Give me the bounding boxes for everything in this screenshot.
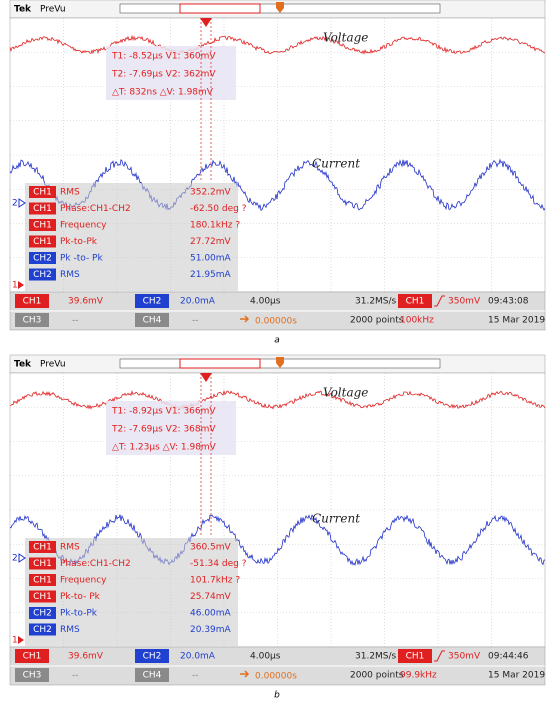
channel-marker: 2 bbox=[12, 554, 18, 564]
measure-name: RMS bbox=[60, 188, 80, 198]
status-record-length: 2000 points bbox=[350, 671, 404, 681]
measure-value: 46.00mA bbox=[190, 609, 232, 619]
status-record-length: 2000 points bbox=[350, 316, 404, 326]
waveform-label: Current bbox=[312, 157, 360, 171]
waveform-label: Current bbox=[312, 512, 360, 526]
caption: a bbox=[274, 336, 280, 346]
measure-name: RMS bbox=[60, 625, 80, 635]
measure-value: 352.2mV bbox=[190, 188, 232, 198]
status-trigger-frequency: 99.9kHz bbox=[400, 671, 437, 681]
channel-badge-label: CH1 bbox=[406, 652, 425, 662]
channel-badge-label: CH4 bbox=[143, 316, 162, 326]
cursor-readout: T2: -7.69µs V2: 362mV bbox=[111, 70, 216, 80]
measure-name: Phase:CH1-CH2 bbox=[60, 559, 131, 569]
channel-badge-label: CH3 bbox=[23, 671, 42, 681]
status-trigger-level: 350mV bbox=[448, 297, 481, 307]
caption: b bbox=[274, 691, 280, 701]
channel-badge-label: CH1 bbox=[33, 576, 52, 586]
measure-name: RMS bbox=[60, 270, 80, 280]
status-timebase: 4.00µs bbox=[250, 297, 281, 307]
mode: PreVu bbox=[40, 5, 66, 15]
status-position: 0.00000s bbox=[255, 317, 297, 327]
channel-marker: 1 bbox=[12, 636, 18, 646]
mode: PreVu bbox=[40, 360, 66, 370]
measure-value: 51.00mA bbox=[190, 254, 232, 264]
measure-value: 27.72mV bbox=[190, 237, 232, 247]
channel-badge-label: CH1 bbox=[406, 297, 425, 307]
status-trigger-level: 350mV bbox=[448, 652, 481, 662]
status-ch4-scale: -- bbox=[192, 316, 199, 326]
status-ch1-scale: 39.6mV bbox=[68, 652, 104, 662]
measure-value: -51.34 deg ? bbox=[190, 559, 247, 569]
status-ch3-scale: -- bbox=[72, 671, 79, 681]
channel-badge-label: CH1 bbox=[33, 204, 52, 214]
scope-panel: Tek PreVu Voltage Current T1: -8.92µs V1: 36… bbox=[10, 355, 545, 701]
cursor-readout: △T: 832ns △V: 1.98mV bbox=[112, 88, 214, 98]
channel-badge-label: CH2 bbox=[33, 254, 52, 264]
channel-badge-label: CH3 bbox=[23, 316, 42, 326]
status-trigger-frequency: 100kHz bbox=[400, 316, 434, 326]
measure-value: 20.39mA bbox=[190, 625, 232, 635]
status-ch2-scale: 20.0mA bbox=[180, 652, 216, 662]
channel-badge-label: CH2 bbox=[33, 625, 52, 635]
channel-badge-label: CH1 bbox=[33, 543, 52, 553]
status-sample-rate: 31.2MS/s bbox=[355, 297, 397, 307]
status-ch1-scale: 39.6mV bbox=[68, 297, 104, 307]
status-time: 09:43:08 bbox=[488, 297, 529, 307]
channel-badge-label: CH4 bbox=[143, 671, 162, 681]
measure-value: 25.74mV bbox=[190, 592, 232, 602]
cursor-readout: T1: -8.92µs V1: 366mV bbox=[111, 407, 216, 417]
waveform-label: Voltage bbox=[323, 31, 368, 45]
status-sample-rate: 31.2MS/s bbox=[355, 652, 397, 662]
measure-value: 101.7kHz ? bbox=[190, 576, 240, 586]
brand: Tek bbox=[14, 360, 32, 370]
measure-value: 180.1kHz ? bbox=[190, 221, 240, 231]
channel-badge-label: CH1 bbox=[23, 297, 42, 307]
channel-badge-label: CH1 bbox=[33, 221, 52, 231]
channel-badge-label: CH2 bbox=[33, 270, 52, 280]
status-ch3-scale: -- bbox=[72, 316, 79, 326]
channel-badge-label: CH1 bbox=[33, 188, 52, 198]
channel-badge-label: CH1 bbox=[33, 237, 52, 247]
waveform-label: Voltage bbox=[323, 386, 368, 400]
measure-name: Phase:CH1-CH2 bbox=[60, 204, 131, 214]
status-ch4-scale: -- bbox=[192, 671, 199, 681]
scope-panel: Tek PreVu Voltage Current T1: -8.52µs V1: 36… bbox=[10, 0, 545, 346]
status-ch2-scale: 20.0mA bbox=[180, 297, 216, 307]
cursor-readout: T2: -7.69µs V2: 368mV bbox=[111, 425, 216, 435]
channel-badge-label: CH1 bbox=[23, 652, 42, 662]
measure-name: Pk-to-Pk bbox=[60, 237, 98, 247]
status-date: 15 Mar 2019 bbox=[488, 671, 545, 681]
brand: Tek bbox=[14, 5, 32, 15]
measure-name: Pk-to- Pk bbox=[60, 592, 101, 602]
cursor-readout: △T: 1.23µs △V: 1.98mV bbox=[112, 443, 217, 453]
channel-badge-label: CH1 bbox=[33, 559, 52, 569]
status-timebase: 4.00µs bbox=[250, 652, 281, 662]
channel-badge-label: CH2 bbox=[143, 297, 162, 307]
status-time: 09:44:46 bbox=[488, 652, 529, 662]
channel-badge-label: CH2 bbox=[33, 609, 52, 619]
channel-marker: 1 bbox=[12, 281, 18, 291]
figure: Tek PreVu Voltage Current T1: -8.52µs V1: 36… bbox=[0, 0, 555, 711]
status-date: 15 Mar 2019 bbox=[488, 316, 545, 326]
status-position: 0.00000s bbox=[255, 672, 297, 682]
measure-value: -62.50 deg ? bbox=[190, 204, 247, 214]
measure-value: 21.95mA bbox=[190, 270, 232, 280]
measure-name: RMS bbox=[60, 543, 80, 553]
channel-badge-label: CH2 bbox=[143, 652, 162, 662]
channel-marker: 2 bbox=[12, 199, 18, 209]
measure-name: Frequency bbox=[60, 221, 107, 231]
measure-name: Pk -to- Pk bbox=[60, 254, 103, 264]
channel-badge-label: CH1 bbox=[33, 592, 52, 602]
cursor-readout: T1: -8.52µs V1: 360mV bbox=[111, 52, 216, 62]
measure-value: 360.5mV bbox=[190, 543, 232, 553]
measure-name: Frequency bbox=[60, 576, 107, 586]
measure-name: Pk-to-Pk bbox=[60, 609, 98, 619]
